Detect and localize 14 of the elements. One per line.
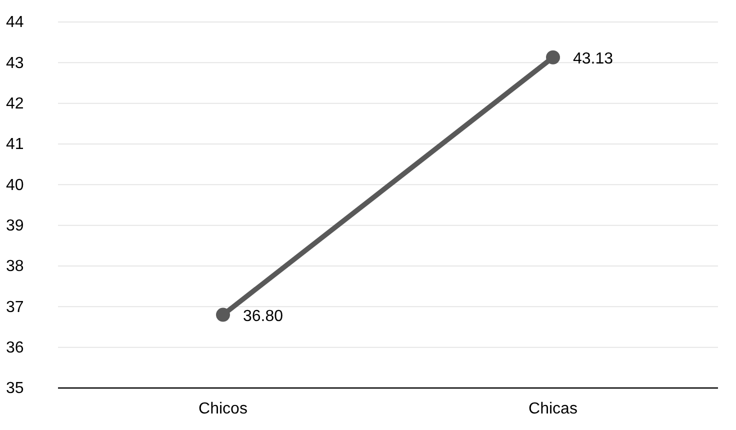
- y-tick-label: 44: [6, 14, 24, 32]
- data-label: 36.80: [243, 308, 284, 325]
- y-tick-label: 37: [6, 298, 24, 316]
- y-tick-label: 39: [6, 217, 24, 234]
- x-tick-label: Chicos: [198, 400, 248, 418]
- y-tick-label: 42: [6, 95, 24, 112]
- y-tick-label: 41: [6, 136, 24, 154]
- y-tick-label: 38: [6, 258, 24, 276]
- x-tick-label: Chicas: [528, 400, 578, 418]
- y-tick-label: 40: [6, 176, 24, 194]
- y-tick-label: 43: [6, 54, 24, 72]
- y-tick-label: 35: [6, 380, 24, 398]
- data-label: 43.13: [573, 50, 614, 68]
- y-tick-label: 36: [6, 339, 24, 356]
